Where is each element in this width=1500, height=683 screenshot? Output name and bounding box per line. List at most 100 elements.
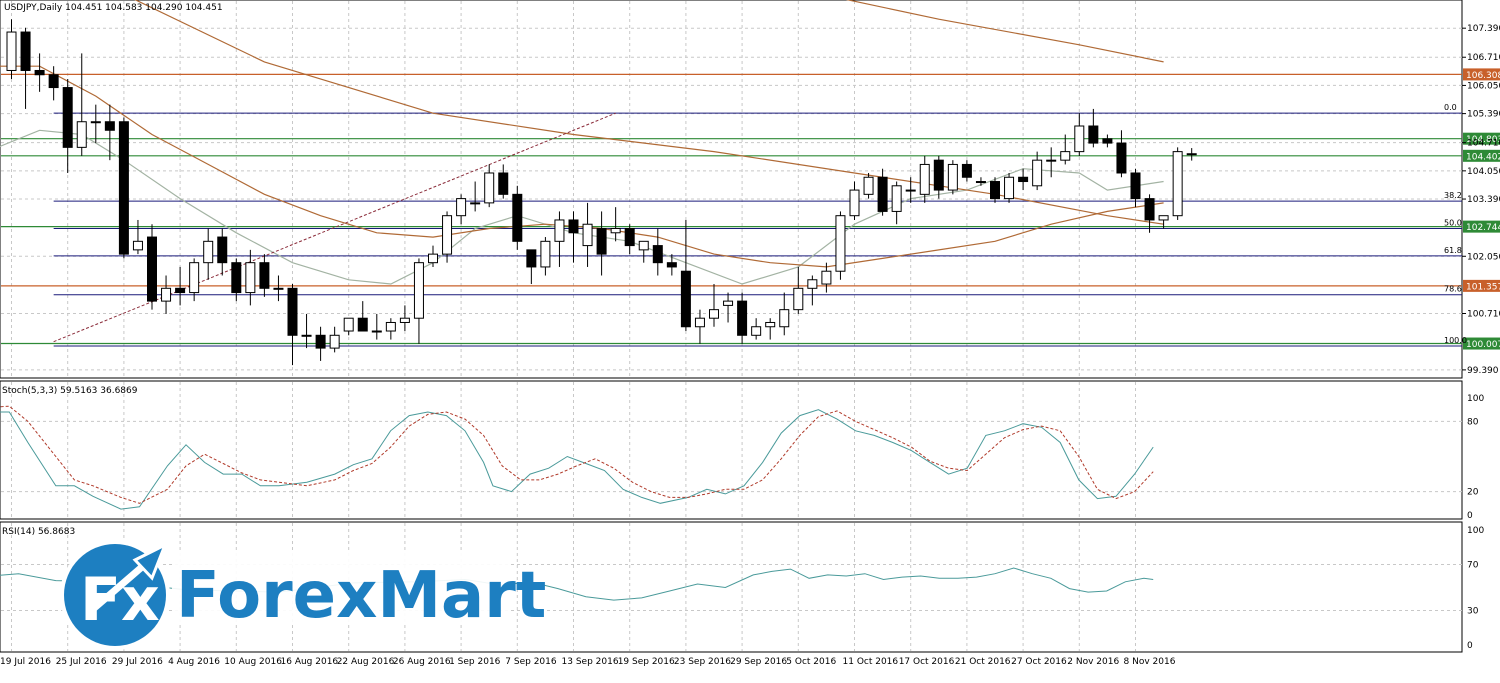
- candle-body: [1186, 153, 1197, 156]
- candle-body: [933, 159, 944, 191]
- candle-body: [147, 236, 157, 302]
- candle-body: [666, 262, 677, 268]
- rsi-y-tick-label: 100: [1467, 526, 1484, 536]
- candle-body: [512, 193, 523, 242]
- candle-body: [765, 321, 776, 328]
- candle-body: [1004, 176, 1015, 200]
- y-tick-label: 106.050: [1467, 81, 1500, 91]
- candle-body: [1116, 142, 1127, 174]
- candle-body: [863, 176, 874, 195]
- fib-level-label: 50.0: [1444, 219, 1462, 228]
- logo-arrowhead-icon: [132, 541, 168, 581]
- candle-body: [793, 287, 804, 311]
- level-tag: [1463, 68, 1500, 81]
- candle-body: [231, 262, 242, 294]
- y-tick-label: 106.710: [1467, 53, 1500, 63]
- y-tick-label: 104.050: [1467, 167, 1500, 177]
- candle-body: [1130, 172, 1141, 200]
- candle-body: [273, 287, 284, 290]
- forexmart-logo: Fx ForexMart: [60, 540, 546, 650]
- fib-level-label: 0.0: [1444, 103, 1457, 112]
- trendline: [53, 112, 616, 343]
- level-tag: [1463, 220, 1500, 233]
- stochastic-main-line: [0, 409, 1154, 510]
- candle-body: [1088, 125, 1099, 144]
- candle-body: [779, 309, 790, 328]
- candle-body: [568, 219, 579, 234]
- candle-body: [624, 228, 635, 247]
- candle-body: [470, 202, 481, 205]
- candle-body: [118, 121, 129, 255]
- candle-body: [161, 287, 172, 302]
- candle-body: [175, 287, 186, 294]
- moving-average-line: [845, 0, 1164, 63]
- candle-body: [34, 69, 45, 76]
- candle-body: [961, 163, 972, 178]
- candle-body: [442, 215, 453, 255]
- stochastic-signal-line: [0, 405, 1154, 504]
- candle-body: [1158, 215, 1169, 221]
- candle-body: [1046, 159, 1057, 162]
- candle-body: [540, 240, 551, 268]
- candle-body: [1032, 159, 1043, 187]
- moving-average-line: [134, 0, 1164, 225]
- stoch-y-tick-label: 100: [1467, 394, 1484, 404]
- level-tag: [1463, 279, 1500, 292]
- stoch-y-tick-label: 0: [1467, 511, 1473, 521]
- y-tick-label: 105.390: [1467, 110, 1500, 120]
- candle-body: [385, 321, 396, 332]
- level-tag-label: 104.803: [1466, 135, 1500, 145]
- stochastic-lines: [0, 405, 1154, 510]
- x-tick-label: 7 Sep 2016: [505, 657, 557, 667]
- x-tick-label: 26 Aug 2016: [393, 657, 451, 667]
- rsi-panel-title: RSI(14) 56.8683: [2, 527, 75, 537]
- level-tag-label: 106.308: [1466, 71, 1500, 81]
- candle-body: [189, 262, 200, 294]
- candle-body: [807, 279, 818, 289]
- x-tick-label: 25 Jul 2016: [56, 657, 107, 667]
- axis-labels: 19 Jul 2016 25 Jul 2016 29 Jul 2016 4 Aug 2…: [0, 24, 1500, 667]
- candle-body: [329, 334, 340, 349]
- level-tag: [1463, 132, 1500, 145]
- candle-body: [835, 215, 846, 272]
- x-tick-label: 19 Jul 2016: [0, 657, 51, 667]
- candle-body: [680, 270, 691, 328]
- candle-body: [610, 228, 621, 234]
- level-tag-label: 104.402: [1466, 152, 1500, 162]
- candlesticks: [6, 19, 1197, 366]
- x-tick-label: 16 Aug 2016: [281, 657, 339, 667]
- x-tick-label: 13 Sep 2016: [562, 657, 619, 667]
- y-tick-label: 107.390: [1467, 24, 1500, 34]
- level-tag: [1463, 337, 1500, 350]
- candle-body: [596, 228, 607, 255]
- logo-text-backdrop: [172, 553, 510, 623]
- fib-level-label: 100.0: [1444, 336, 1467, 345]
- candle-body: [428, 253, 438, 264]
- x-tick-label: 10 Aug 2016: [224, 657, 282, 667]
- stoch-y-tick-label: 80: [1467, 417, 1479, 427]
- x-tick-label: 2 Nov 2016: [1067, 657, 1119, 667]
- candle-body: [709, 309, 719, 319]
- x-tick-label: 4 Aug 2016: [168, 657, 220, 667]
- price-panel: [0, 0, 1463, 379]
- candle-body: [751, 326, 762, 336]
- x-tick-label: 29 Jul 2016: [112, 657, 163, 667]
- rsi-y-tick-label: 30: [1467, 607, 1479, 617]
- candle-body: [947, 163, 958, 191]
- candle-body: [821, 270, 832, 285]
- candle-body: [891, 185, 902, 212]
- candle-body: [737, 300, 748, 336]
- y-tick-label: 99.390: [1467, 366, 1499, 376]
- level-tag-label: 102.744: [1466, 223, 1500, 233]
- candle-body: [62, 87, 73, 148]
- candle-body: [104, 121, 115, 131]
- candle-body: [357, 317, 368, 332]
- candle-body: [20, 31, 31, 71]
- logo-arrow-icon: [89, 557, 153, 613]
- candle-body: [723, 300, 734, 306]
- dotted-trendline: [53, 112, 616, 343]
- candle-body: [1018, 176, 1029, 183]
- level-tag-label: 101.357: [1466, 282, 1500, 292]
- candle-body: [1172, 151, 1183, 217]
